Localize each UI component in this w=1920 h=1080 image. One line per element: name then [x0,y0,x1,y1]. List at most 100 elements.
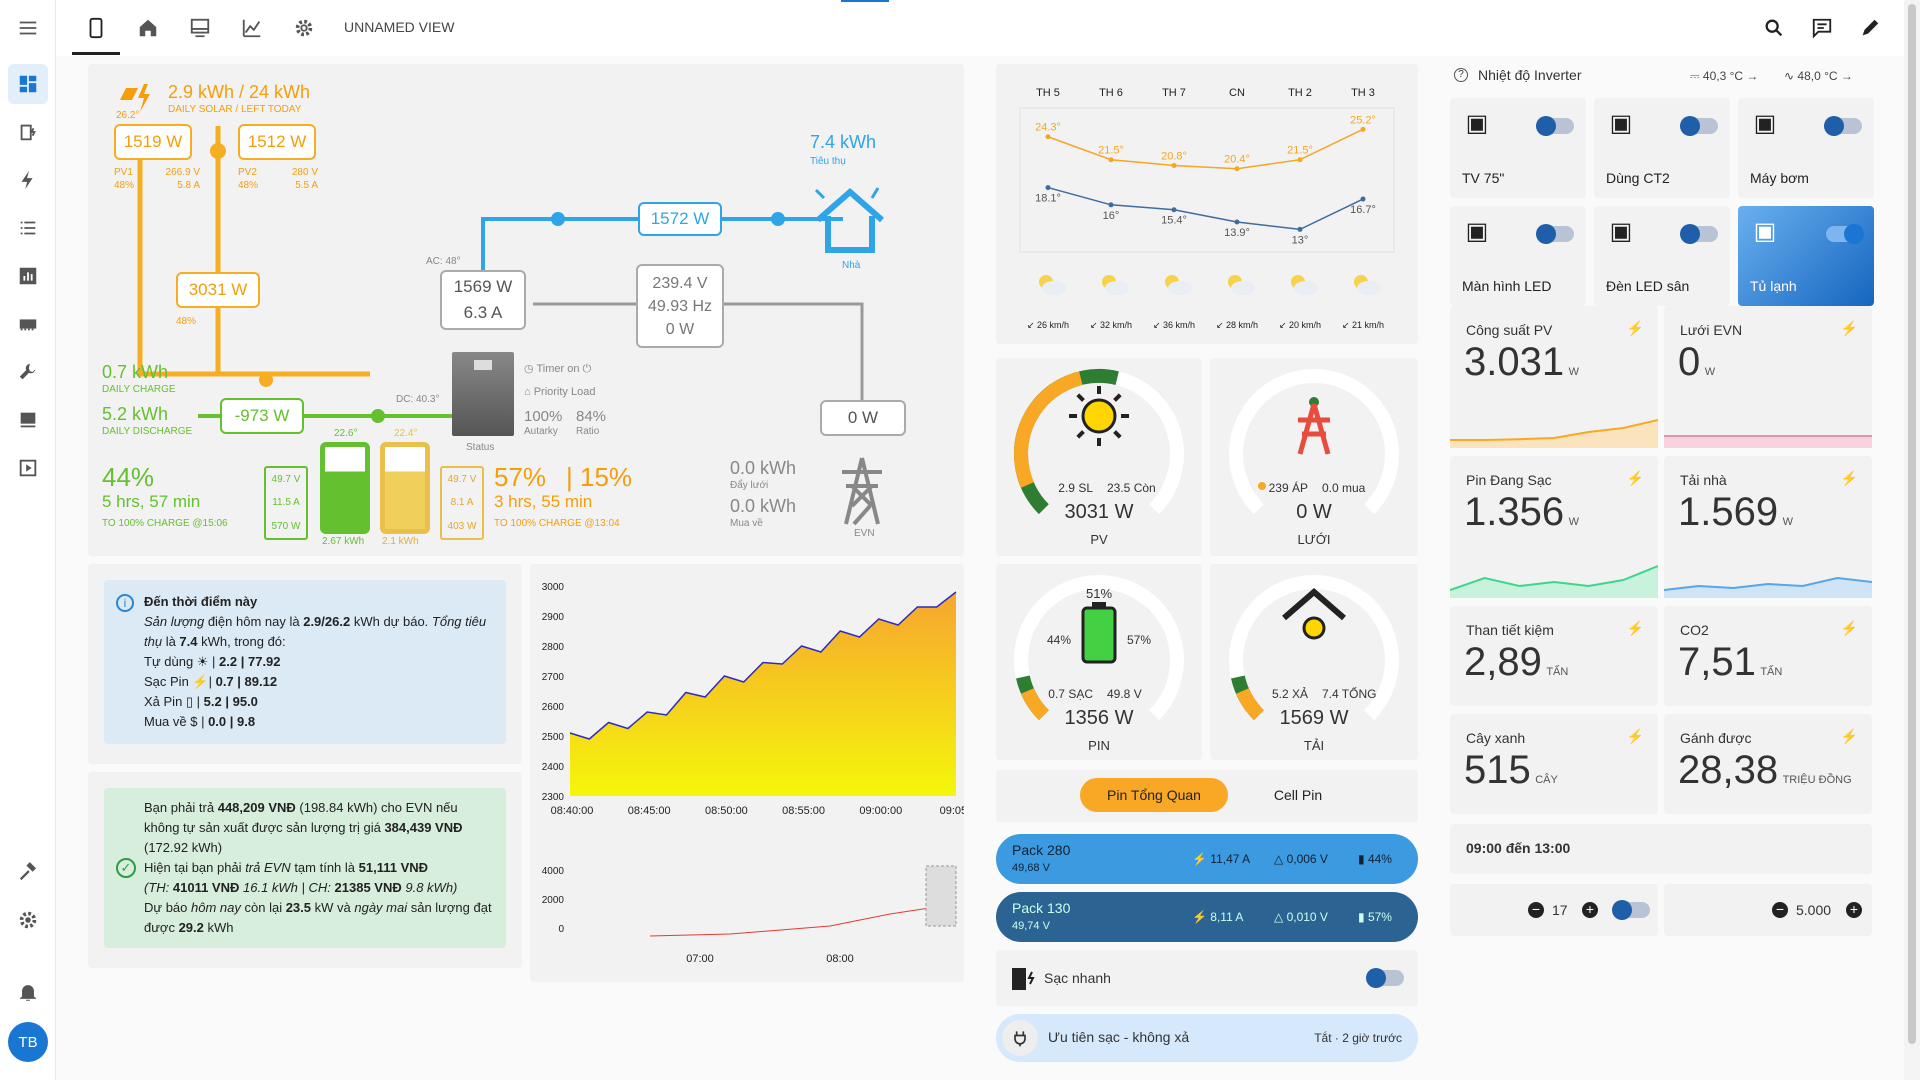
tv-icon: ▣ [1465,109,1489,137]
grid-box: 239.4 V 49.93 Hz 0 W [636,264,724,348]
gauge-battery[interactable]: 51% 44% 57% 0.7 SẠC 49.8 V 1356 W PIN [996,564,1202,760]
pack-130[interactable]: Pack 130 49,74 V ⚡ 8,11 A △ 0,010 V ▮ 57… [996,892,1418,942]
y-tick: 2300 [542,792,565,803]
lightning-icon[interactable] [8,160,48,200]
high-temp: 20.4° [1224,154,1250,166]
charge-priority-row[interactable]: Ưu tiên sạc - không xả Tắt · 2 giờ trước [996,1014,1418,1062]
battery1-icon [320,442,370,534]
avatar[interactable]: TB [8,1022,48,1062]
stat-card[interactable]: Cây xanh ⚡ 515 CÂY [1450,714,1658,814]
minus-button[interactable]: − [1772,902,1788,918]
scrollbar[interactable] [1904,0,1920,1080]
plus-button[interactable]: + [1582,902,1598,918]
memory-icon[interactable] [8,304,48,344]
switch-4[interactable]: ▣ Đèn LED sân [1594,206,1730,306]
switch-0[interactable]: ▣ TV 75" [1450,98,1586,198]
stat-card[interactable]: Pin Đang Sạc ⚡ 1.356 W [1450,456,1658,598]
svg-text:239 ÁP: 239 ÁP [1269,480,1308,495]
stepper-1-toggle[interactable] [1612,900,1650,920]
gauge-pv[interactable]: 2.9 SL 23.5 Còn 3031 W PV [996,358,1202,556]
chart-box-icon[interactable] [8,256,48,296]
tree-icon: ⚡ [1626,728,1644,744]
minus-button[interactable]: − [1528,902,1544,918]
plus-button[interactable]: + [1846,902,1862,918]
switch-2[interactable]: ▣ Máy bơm [1738,98,1874,198]
media-icon[interactable] [8,448,48,488]
weather-day: TH 6 [1099,87,1123,99]
tablet-icon[interactable] [82,14,110,42]
svg-text:PV: PV [1090,532,1108,547]
hacs-icon[interactable] [8,400,48,440]
stat-card[interactable]: Gánh được ⚡ 28,38 TRIỆU ĐỒNG [1664,714,1872,814]
switch-toggle[interactable] [1536,116,1574,136]
navigator-window[interactable] [925,865,957,927]
ac-temp: AC: 48° [426,256,461,267]
y-tick: 2500 [542,732,565,743]
stat-title: Công suất PV [1466,322,1553,338]
battery-tabs: Pin Tổng Quan Cell Pin [996,770,1418,822]
cost-card: ✓ Bạn phải trả 448,209 VNĐ (198.84 kWh) … [88,772,522,968]
battery-soc-1: 44% [102,462,155,492]
battery2-icon [380,442,430,534]
high-temp: 20.8° [1161,150,1187,162]
nav-x-tick: 08:00 [826,953,854,965]
sun-icon [1069,386,1129,446]
power-chart[interactable]: 3000 2900 2800 2700 2600 2500 2400 2300 08:40:00… [530,564,964,982]
search-icon[interactable] [1760,14,1788,42]
stat-card[interactable]: Công suất PV ⚡ 3.031 W [1450,306,1658,448]
switch-toggle[interactable] [1826,224,1864,244]
stat-card[interactable]: Than tiết kiệm ⚡ 2,89 TẤN [1450,606,1658,706]
stat-card[interactable]: CO2 ⚡ 7,51 TẤN [1664,606,1872,706]
switch-1[interactable]: ▣ Dùng CT2 [1594,98,1730,198]
tab-cell[interactable]: Cell Pin [1273,787,1323,803]
switch-toggle[interactable] [1680,116,1718,136]
battery-charging-icon[interactable] [8,112,48,152]
high-temp: 24.3° [1035,122,1061,134]
dashboard-icon[interactable] [8,64,48,104]
wrench-icon[interactable] [8,352,48,392]
switch-5[interactable]: ▣ Tủ lạnh [1738,206,1874,306]
switch-label: Tủ lạnh [1750,278,1797,294]
switch-label: TV 75" [1462,170,1505,186]
tab-overview[interactable]: Pin Tổng Quan [1080,778,1228,812]
list-icon[interactable] [8,208,48,248]
gear-icon[interactable] [290,14,318,42]
battery-soc-3: | 15% [566,462,633,492]
stepper-1-value: 17 [1552,902,1568,918]
pv2-power: 1512 W [238,124,316,160]
monitor-icon[interactable] [186,14,214,42]
switch-toggle[interactable] [1680,224,1718,244]
gauge-load[interactable]: 5.2 XẢ 7.4 TỔNG 1569 W TẢI [1210,564,1418,760]
settings-icon[interactable] [8,900,48,940]
bell-icon[interactable] [8,972,48,1012]
stat-card[interactable]: Lưới EVN ⚡ 0 W [1664,306,1872,448]
wind-speed: ↙ 21 km/h [1342,320,1384,330]
hammer-icon[interactable] [8,852,48,892]
pack-280[interactable]: Pack 280 49,68 V ⚡ 11,47 A △ 0,006 V ▮ 4… [996,834,1418,884]
menu-icon[interactable] [8,8,48,48]
area-fill [570,592,956,796]
chat-icon[interactable] [1808,14,1836,42]
weather-day: TH 2 [1288,87,1312,99]
weather-day: CN [1229,87,1245,99]
gauge-grid[interactable]: 239 ÁP 0.0 mua 0 W LƯỚI [1210,358,1418,556]
inverter-temp-title: Nhiệt độ Inverter [1478,67,1582,83]
chart-line-icon[interactable] [238,14,266,42]
fast-charge-label: Sạc nhanh [1044,970,1111,986]
switch-toggle[interactable] [1536,224,1574,244]
home-icon[interactable] [134,14,162,42]
stat-card[interactable]: Tải nhà ⚡ 1.569 W [1664,456,1872,598]
plug-icon [1002,1020,1038,1056]
daily-charge: 0.7 kWh [102,362,169,382]
x-tick: 08:55:00 [782,805,825,817]
view-title[interactable]: UNNAMED VIEW [344,19,455,35]
svg-text:1356 W: 1356 W [1065,707,1134,729]
pencil-icon[interactable] [1856,14,1884,42]
wind-speed: ↙ 36 km/h [1153,320,1195,330]
fast-charge-toggle[interactable] [1366,968,1404,988]
switch-toggle[interactable] [1824,116,1862,136]
switch-3[interactable]: ▣ Màn hình LED [1450,206,1586,306]
weather-chart: TH 5 TH 6 TH 7 CN TH 2 TH 3 24.3° 21.5° 20.8° 20.… [1019,87,1395,330]
solar-temp: 26.2° [116,110,140,121]
weather-day: TH 7 [1162,87,1186,99]
